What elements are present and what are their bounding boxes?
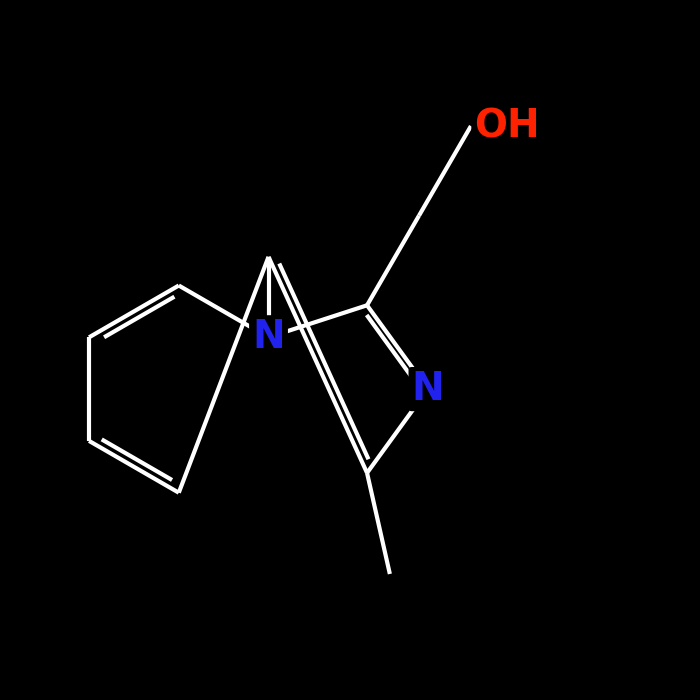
Text: N: N [412, 370, 444, 408]
Text: N: N [252, 318, 285, 356]
Text: OH: OH [475, 107, 540, 145]
